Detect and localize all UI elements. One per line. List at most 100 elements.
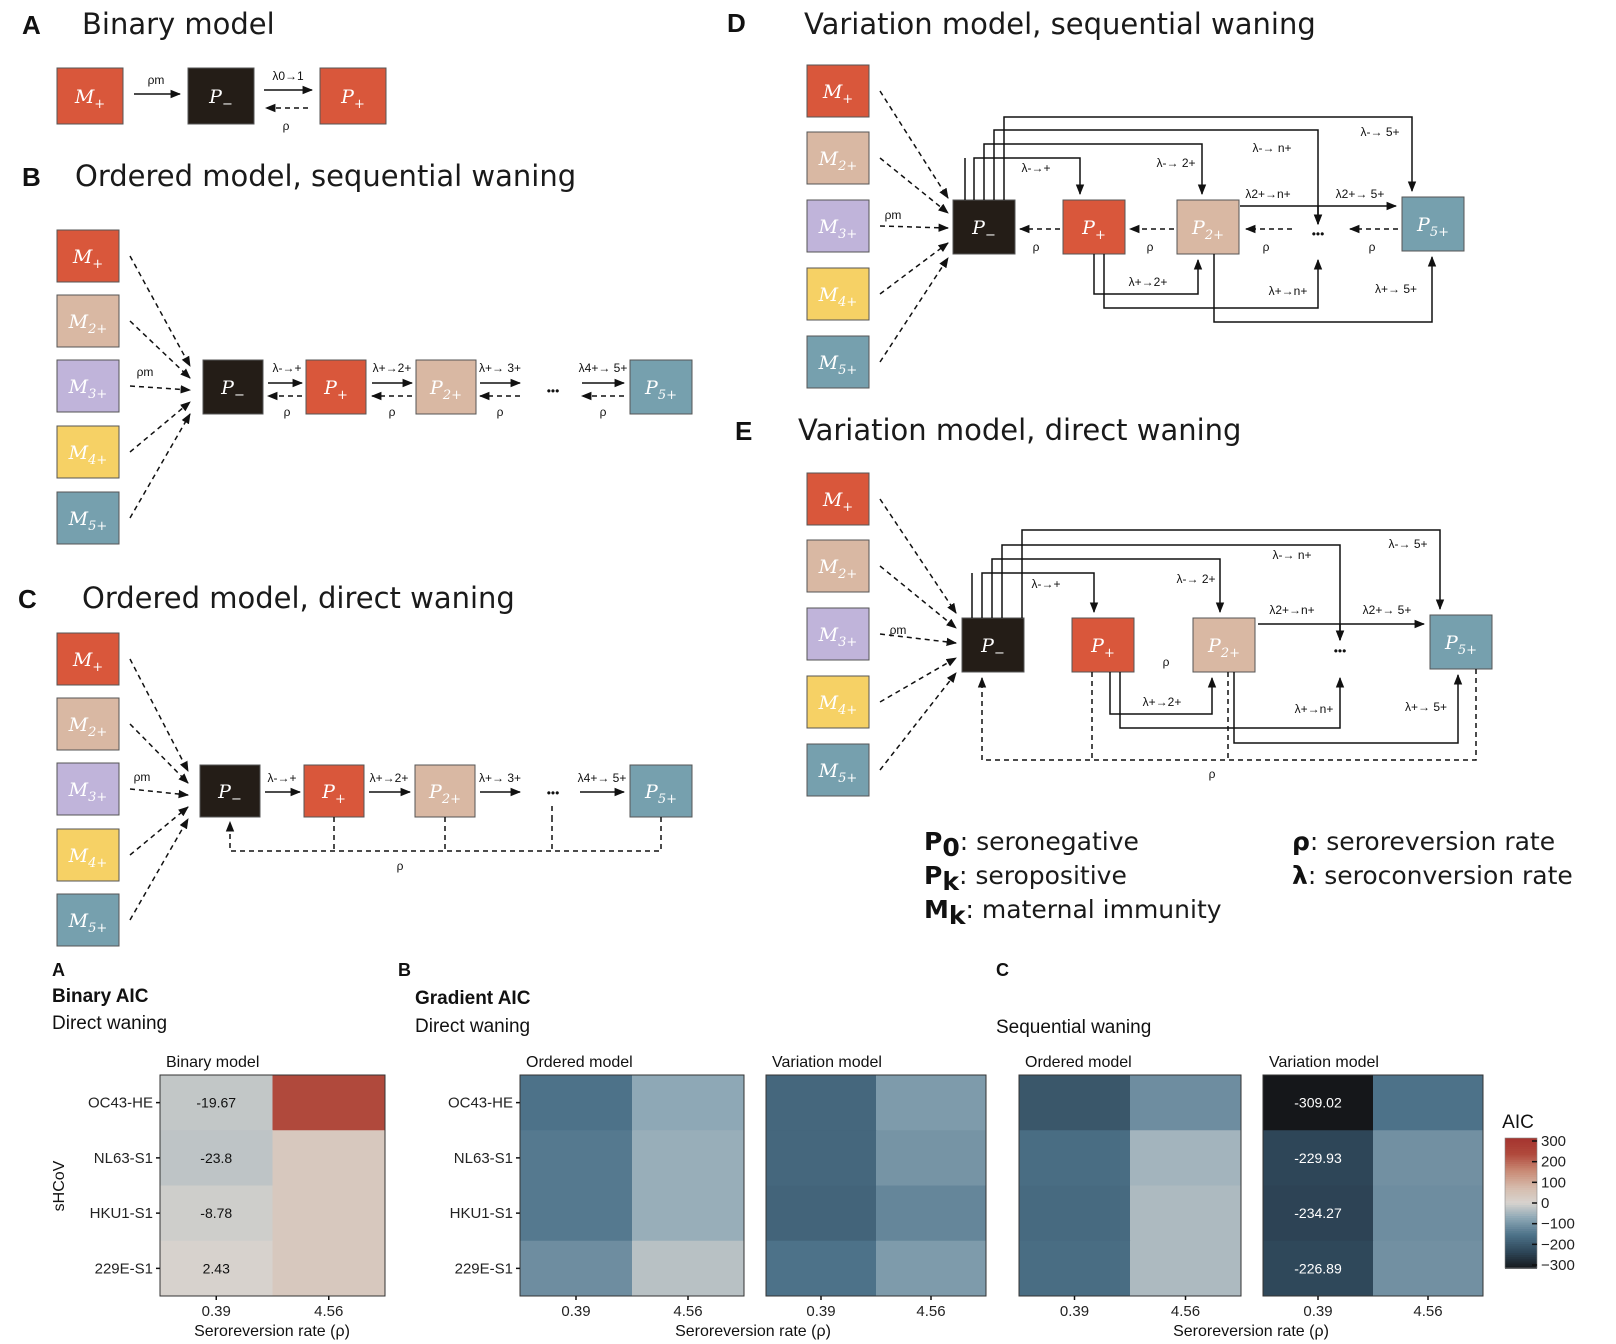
E-edge-m-4 xyxy=(879,672,957,771)
svg-text:P2+: P2+ xyxy=(429,377,462,403)
edge-label: λ-→+ xyxy=(1031,577,1060,591)
D-box-P-: P− xyxy=(952,199,1016,255)
heatmap-cell xyxy=(272,1130,386,1186)
edge-label: λ-→ 5+ xyxy=(1360,125,1399,139)
color-tick-label: 200 xyxy=(1541,1154,1566,1171)
edge-label: λ-→ n+ xyxy=(1272,548,1311,562)
color-tick-label: 300 xyxy=(1541,1133,1566,1150)
E-edge-minus-2 xyxy=(991,558,1225,618)
heatmap-letter-A: A xyxy=(52,960,65,980)
x-tick-label: 0.39 xyxy=(806,1303,835,1320)
y-tick-label: HKU1-S1 xyxy=(450,1205,513,1222)
E-box-M4+: M4+ xyxy=(806,675,870,729)
svg-text:M+: M+ xyxy=(72,246,103,272)
edge-label: λ-→ 2+ xyxy=(1176,572,1215,586)
x-tick-label: 0.39 xyxy=(1303,1303,1332,1320)
heatmap-cell xyxy=(1130,1130,1242,1186)
D-edge-plus-5 xyxy=(1213,254,1437,323)
E-edge-plus-5 xyxy=(1233,672,1463,744)
heatmap-cell xyxy=(1130,1240,1242,1297)
heatmap-letter-B: B xyxy=(398,960,411,980)
E-box-P+: P+ xyxy=(1071,617,1135,673)
C-ellipsis: ••• xyxy=(547,786,560,800)
edge-label: ρm xyxy=(148,73,165,87)
svg-text:P5+: P5+ xyxy=(1444,632,1477,658)
panel-A-diagram: M+ P− P+ ρm λ0→1 ρ xyxy=(56,67,387,133)
color-tick-label: 0 xyxy=(1541,1195,1549,1212)
svg-text:M5+: M5+ xyxy=(68,508,108,534)
E-edge-plus-n xyxy=(1119,672,1345,729)
E-box-M2+: M2+ xyxy=(806,539,870,593)
model-diagram: A Binary model B Ordered model, sequential … xyxy=(18,7,1493,947)
edge-label: λ2+→n+ xyxy=(1245,187,1290,201)
edge-label: λ+→2+ xyxy=(1129,275,1168,289)
D-edge-m-2 xyxy=(879,223,950,232)
B-edge-m-4 xyxy=(129,413,191,519)
D-edge-plus-n xyxy=(1103,254,1323,309)
legend-item-0: P0: seronegative xyxy=(924,827,1139,862)
legend-item-2: Mk: maternal immunity xyxy=(924,895,1222,930)
E-ellipsis: ••• xyxy=(1334,644,1347,658)
heatmap-title-B: Gradient AIC xyxy=(415,988,531,1009)
E-edge-minus-5 xyxy=(1021,529,1445,618)
x-tick-label: 0.39 xyxy=(202,1303,231,1320)
legend-item-3: ρ: seroreversion rate xyxy=(1292,827,1555,856)
edge-label: λ-→ n+ xyxy=(1252,141,1291,155)
edge-label: λ+→2+ xyxy=(1143,695,1182,709)
B-box-M2+: M2+ xyxy=(56,294,120,348)
B-box-M4+: M4+ xyxy=(56,425,120,479)
heatmap-cell xyxy=(632,1130,745,1186)
heatmap-cell xyxy=(160,1130,273,1186)
x-tick-label: 0.39 xyxy=(561,1303,590,1320)
panel-D-diagram: M+ M2+ M3+ M4+ M5+ ρm P− P+ P2+ P5+ ρ ρ ρ ρ ••• λ-→+ λ-→… xyxy=(806,64,1465,389)
edge-label: λ-→+ xyxy=(267,771,296,785)
facet-strip-label: Variation model xyxy=(772,1054,882,1071)
C-box-M+: M+ xyxy=(56,632,120,686)
svg-text:M3+: M3+ xyxy=(68,779,108,805)
svg-text:M3+: M3+ xyxy=(818,216,858,242)
panel-letter-B: B xyxy=(22,162,41,192)
panel-letter-A: A xyxy=(22,10,41,40)
edge-label: λ+→2+ xyxy=(370,771,409,785)
E-edge-m-3 xyxy=(879,657,957,703)
D-edge-plus-2 xyxy=(1093,254,1203,295)
E-box-M+: M+ xyxy=(806,472,870,526)
heatmap-cell xyxy=(1263,1075,1374,1131)
D-edge-m-0 xyxy=(879,90,949,199)
edge-label: λ+→n+ xyxy=(1295,702,1334,716)
svg-text:P5+: P5+ xyxy=(644,377,677,403)
panel-title-D: Variation model, sequential waning xyxy=(804,7,1316,41)
heatmap-cell xyxy=(272,1075,386,1131)
heatmap-title-A: Binary AIC xyxy=(52,986,149,1007)
heatmap-cell xyxy=(632,1240,745,1297)
edge-label: ρm xyxy=(137,365,154,379)
edge-label: ρ xyxy=(283,119,290,133)
B-box-M+: M+ xyxy=(56,229,120,283)
color-scale: AIC 300 200 100 0 −100 −200 −300 xyxy=(1502,1112,1575,1274)
heatmap-subtitle-B: Direct waning xyxy=(415,1016,530,1037)
edge-label: λ2+→ 5+ xyxy=(1336,187,1385,201)
edge-label: ρm xyxy=(134,770,151,784)
svg-text:M+: M+ xyxy=(822,81,853,107)
heatmap-facet-C-0: Ordered model 0.39 4.56 xyxy=(1018,1054,1242,1320)
E-edge-m-0 xyxy=(879,498,957,614)
heatmap-cell xyxy=(1130,1185,1242,1242)
D-edge-minus-5 xyxy=(1003,116,1417,200)
y-tick-label: OC43-HE xyxy=(88,1095,153,1112)
edge-label: ρ xyxy=(397,859,404,873)
E-box-P2+: P2+ xyxy=(1192,617,1256,673)
facet-strip-label: Ordered model xyxy=(1025,1054,1132,1071)
edge-label: ρ xyxy=(600,405,607,419)
heatmap-cell xyxy=(1373,1185,1484,1242)
heatmap-cell xyxy=(876,1185,987,1242)
C-edge-m-2 xyxy=(129,788,190,799)
svg-text:M+: M+ xyxy=(72,649,103,675)
svg-text:M4+: M4+ xyxy=(818,692,858,718)
edge-label: ρ xyxy=(1209,767,1216,781)
panel-B-diagram: M+ M2+ M3+ M4+ M5+ ρm P− P+ P2+ P5+ λ-→+ ρ λ+→2+ ρ λ+→… xyxy=(56,229,693,545)
svg-text:M4+: M4+ xyxy=(68,845,108,871)
D-edge-m-3 xyxy=(879,242,949,295)
edge-label: λ4+→ 5+ xyxy=(579,361,628,375)
